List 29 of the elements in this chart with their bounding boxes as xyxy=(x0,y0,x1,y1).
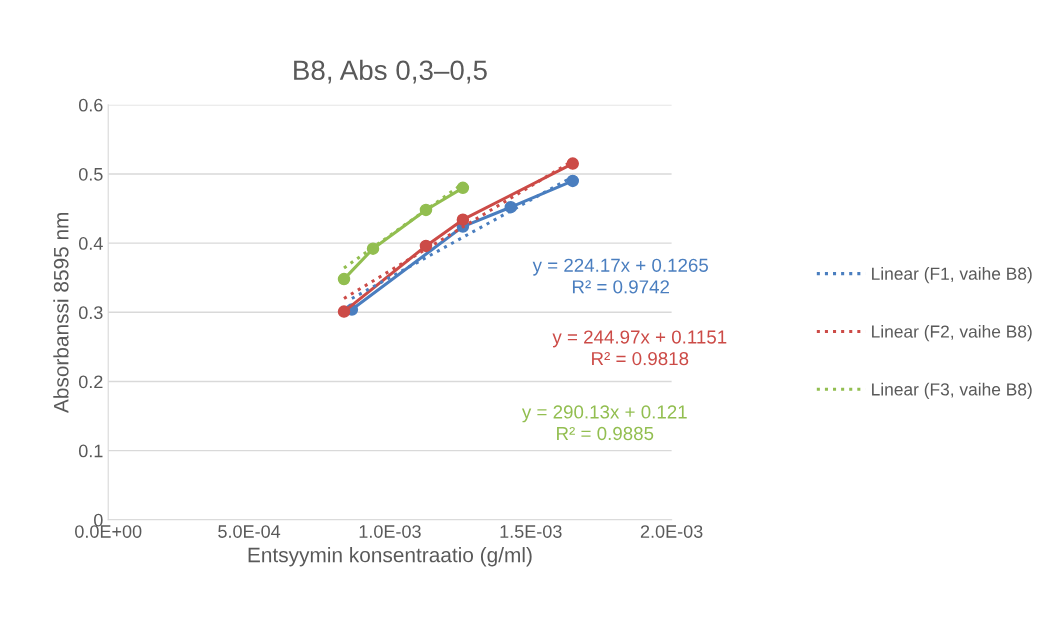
y-tick-label: 0.6 xyxy=(78,98,103,112)
y-tick-label: 0.4 xyxy=(78,237,103,250)
x-tick-label: 0.0E+00 xyxy=(75,525,142,538)
point xyxy=(566,157,579,170)
x-tick-label: 1.0E-03 xyxy=(359,525,421,538)
y-tick-label: 0.3 xyxy=(78,306,103,320)
annotation: y = 224.17x + 0.1265 R² = 0.9742 xyxy=(532,258,708,294)
y-tick-label: 0.5 xyxy=(78,167,103,181)
point xyxy=(456,213,470,226)
annotation: y = 244.97x + 0.1151 R² = 0.9818 xyxy=(552,330,727,366)
y-tick-label: 0.2 xyxy=(78,375,103,389)
y-tick-label: 0 xyxy=(94,513,103,527)
x-tick-label: 1.5E-03 xyxy=(500,525,562,538)
point xyxy=(419,239,433,253)
y-axis-title: Absorbanssi 8595 nm xyxy=(53,212,69,414)
legend-label: Linear (F2, vaihe B8) xyxy=(872,324,1032,342)
x-tick-label: 2.0E-03 xyxy=(640,525,703,538)
point xyxy=(456,181,470,195)
annotation: y = 290.13x + 0.121 R² = 0.9885 xyxy=(521,405,687,441)
legend-label: Linear (F3, vaihe B8) xyxy=(872,382,1032,399)
point xyxy=(566,174,579,188)
point xyxy=(337,272,351,286)
y-tick-label: 0.1 xyxy=(78,444,103,458)
x-tick-label: 5.0E-04 xyxy=(218,525,281,538)
chart-title: B8, Abs 0,3–0,5 xyxy=(294,59,487,84)
x-axis-title: Entsyymin konsentraatio (g/ml) xyxy=(248,547,532,567)
point xyxy=(366,242,380,255)
legend-label: Linear (F1, vaihe B8) xyxy=(872,267,1032,284)
point xyxy=(337,305,351,318)
